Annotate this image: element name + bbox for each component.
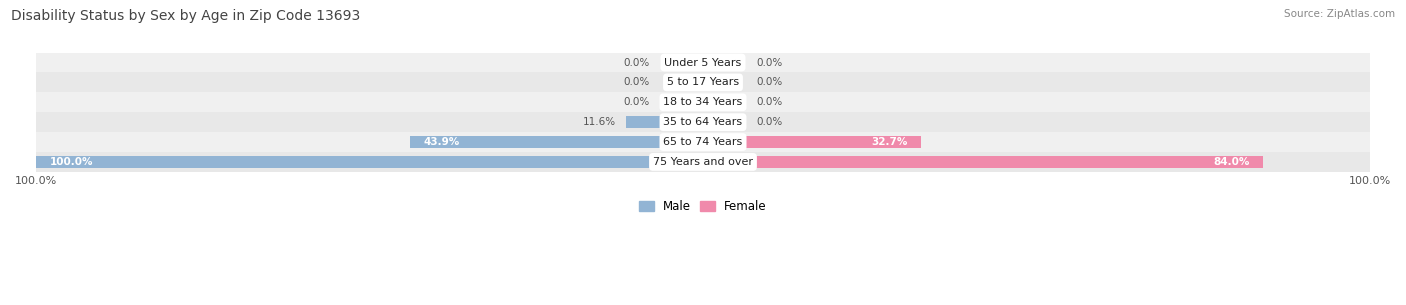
Bar: [37, 73, 1369, 92]
Text: 0.0%: 0.0%: [756, 97, 783, 107]
Bar: [37, 52, 1369, 73]
Text: 11.6%: 11.6%: [582, 117, 616, 127]
Text: Disability Status by Sex by Age in Zip Code 13693: Disability Status by Sex by Age in Zip C…: [11, 9, 360, 23]
Bar: [703, 156, 1263, 168]
Legend: Male, Female: Male, Female: [634, 196, 772, 218]
Text: 0.0%: 0.0%: [756, 77, 783, 88]
Text: 0.0%: 0.0%: [623, 77, 650, 88]
Text: 18 to 34 Years: 18 to 34 Years: [664, 97, 742, 107]
Text: 84.0%: 84.0%: [1213, 157, 1250, 167]
Bar: [626, 117, 703, 128]
Text: 0.0%: 0.0%: [756, 58, 783, 67]
Bar: [411, 136, 703, 148]
Text: 0.0%: 0.0%: [623, 58, 650, 67]
Text: 32.7%: 32.7%: [872, 137, 908, 147]
Text: 5 to 17 Years: 5 to 17 Years: [666, 77, 740, 88]
Bar: [37, 132, 1369, 152]
Text: 35 to 64 Years: 35 to 64 Years: [664, 117, 742, 127]
Text: Under 5 Years: Under 5 Years: [665, 58, 741, 67]
Text: 65 to 74 Years: 65 to 74 Years: [664, 137, 742, 147]
Bar: [37, 152, 1369, 172]
Bar: [703, 136, 921, 148]
Bar: [37, 92, 1369, 112]
Text: 0.0%: 0.0%: [756, 117, 783, 127]
Bar: [37, 112, 1369, 132]
Bar: [37, 156, 703, 168]
Text: 75 Years and over: 75 Years and over: [652, 157, 754, 167]
Text: 0.0%: 0.0%: [623, 97, 650, 107]
Text: 100.0%: 100.0%: [49, 157, 93, 167]
Text: Source: ZipAtlas.com: Source: ZipAtlas.com: [1284, 9, 1395, 19]
Text: 43.9%: 43.9%: [423, 137, 460, 147]
